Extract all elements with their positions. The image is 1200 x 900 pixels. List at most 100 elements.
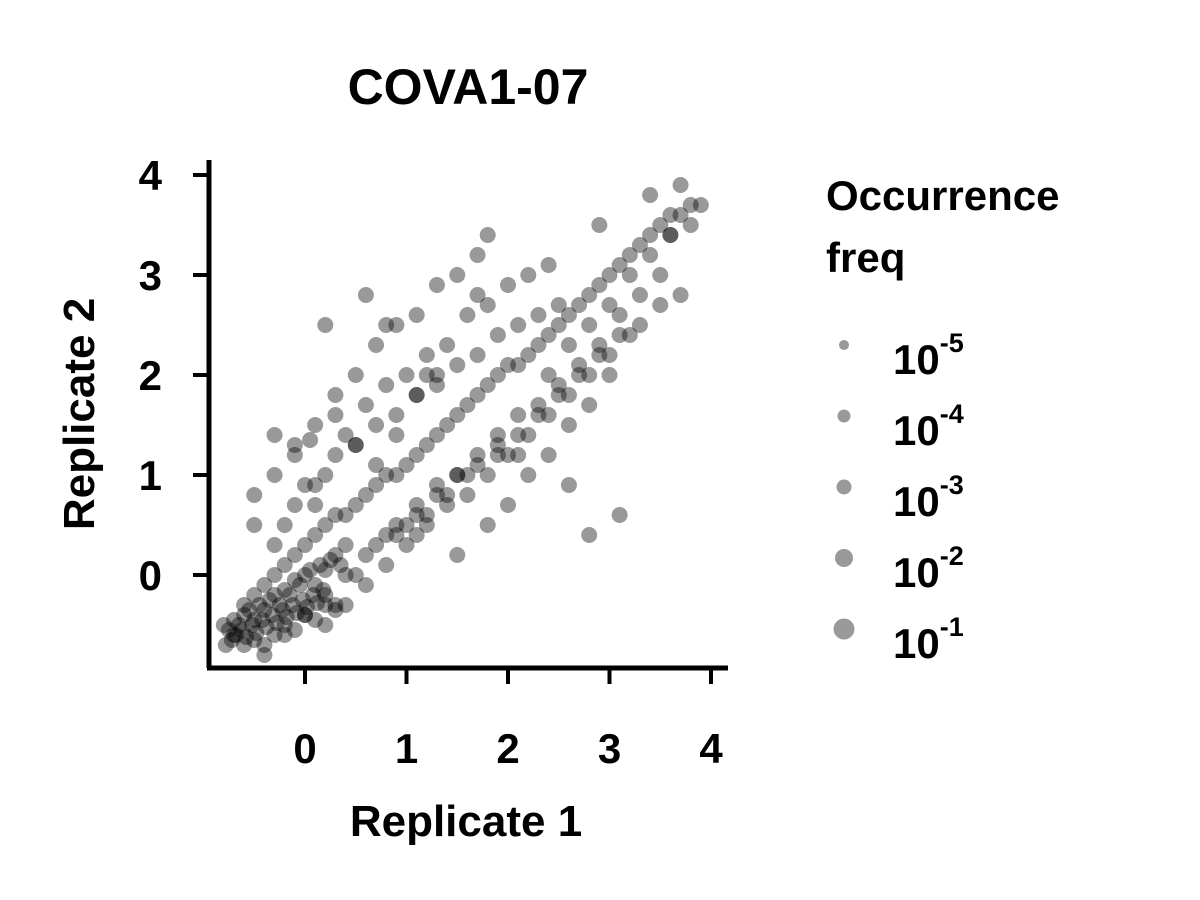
data-point bbox=[327, 407, 344, 423]
data-point bbox=[581, 367, 598, 383]
data-point bbox=[489, 447, 506, 463]
data-point bbox=[662, 227, 679, 243]
data-point bbox=[347, 437, 364, 453]
data-point bbox=[398, 367, 415, 383]
data-point bbox=[231, 617, 248, 633]
data-point bbox=[368, 417, 385, 433]
data-point bbox=[469, 387, 486, 403]
data-point bbox=[449, 467, 466, 483]
x-tick-label: 2 bbox=[496, 725, 519, 772]
data-point bbox=[428, 277, 445, 293]
data-point bbox=[241, 602, 258, 618]
data-point bbox=[286, 497, 303, 513]
data-point bbox=[312, 557, 329, 573]
data-point bbox=[581, 527, 598, 543]
data-point bbox=[550, 297, 567, 313]
data-point bbox=[307, 577, 324, 593]
data-point bbox=[388, 427, 405, 443]
data-point bbox=[317, 597, 334, 613]
data-point bbox=[266, 467, 283, 483]
legend-label: 10-2 bbox=[893, 541, 964, 596]
data-point bbox=[327, 597, 344, 613]
data-point bbox=[530, 337, 547, 353]
data-point bbox=[347, 367, 364, 383]
data-point bbox=[264, 607, 281, 623]
data-point bbox=[581, 287, 598, 303]
data-point bbox=[408, 307, 425, 323]
data-point bbox=[510, 357, 527, 373]
data-point bbox=[449, 407, 466, 423]
data-point bbox=[368, 477, 385, 493]
data-point bbox=[439, 417, 456, 433]
data-point bbox=[357, 287, 374, 303]
data-point bbox=[418, 517, 435, 533]
data-point bbox=[368, 337, 385, 353]
data-point bbox=[217, 637, 234, 653]
data-point bbox=[550, 317, 567, 333]
data-point bbox=[223, 632, 240, 648]
data-point bbox=[520, 347, 537, 363]
data-point bbox=[479, 377, 496, 393]
data-point bbox=[337, 507, 354, 523]
data-point bbox=[266, 567, 283, 583]
data-point bbox=[258, 619, 275, 635]
data-point bbox=[337, 537, 354, 553]
data-point bbox=[378, 377, 395, 393]
data-point bbox=[439, 497, 456, 513]
data-point bbox=[631, 317, 648, 333]
data-point bbox=[315, 582, 332, 598]
data-point bbox=[286, 437, 303, 453]
data-point bbox=[479, 227, 496, 243]
data-point bbox=[449, 357, 466, 373]
legend-label: 10-5 bbox=[893, 328, 964, 383]
data-point bbox=[281, 587, 298, 603]
data-point bbox=[540, 447, 557, 463]
data-point bbox=[317, 517, 334, 533]
data-point bbox=[225, 612, 242, 628]
data-point bbox=[337, 567, 354, 583]
data-point bbox=[236, 597, 253, 613]
data-point bbox=[550, 377, 567, 393]
data-point bbox=[408, 497, 425, 513]
data-point bbox=[302, 432, 319, 448]
data-point bbox=[246, 612, 263, 628]
x-tick-label: 0 bbox=[293, 725, 316, 772]
legend-label-exponent: -5 bbox=[940, 328, 964, 358]
data-point bbox=[388, 407, 405, 423]
data-point bbox=[286, 622, 303, 638]
data-point bbox=[591, 337, 608, 353]
legend-marker bbox=[835, 549, 853, 567]
data-point bbox=[286, 547, 303, 563]
data-point bbox=[449, 267, 466, 283]
data-point bbox=[520, 467, 537, 483]
data-point bbox=[571, 367, 588, 383]
legend-label-exponent: -3 bbox=[940, 470, 964, 500]
data-point bbox=[591, 347, 608, 363]
data-point bbox=[469, 287, 486, 303]
data-point bbox=[307, 612, 324, 628]
data-point bbox=[469, 347, 486, 363]
legend-label: 10-1 bbox=[893, 612, 964, 667]
data-point bbox=[418, 367, 435, 383]
data-point bbox=[297, 607, 313, 623]
data-point bbox=[266, 627, 283, 643]
legend-label-exponent: -1 bbox=[940, 612, 964, 642]
data-point bbox=[236, 637, 253, 653]
data-point bbox=[682, 217, 699, 233]
data-point bbox=[288, 605, 305, 621]
data-point bbox=[347, 437, 364, 453]
y-tick-label: 2 bbox=[139, 352, 162, 399]
data-point bbox=[449, 547, 466, 563]
data-point bbox=[479, 517, 496, 533]
data-point bbox=[540, 327, 557, 343]
data-point bbox=[428, 377, 445, 393]
data-point bbox=[672, 177, 689, 193]
x-ticks: 0 1 2 3 4 bbox=[293, 668, 723, 772]
data-point bbox=[652, 217, 669, 233]
data-point bbox=[256, 637, 273, 653]
data-point bbox=[520, 267, 537, 283]
data-point bbox=[294, 592, 311, 608]
data-point bbox=[550, 387, 567, 403]
data-point bbox=[510, 447, 527, 463]
